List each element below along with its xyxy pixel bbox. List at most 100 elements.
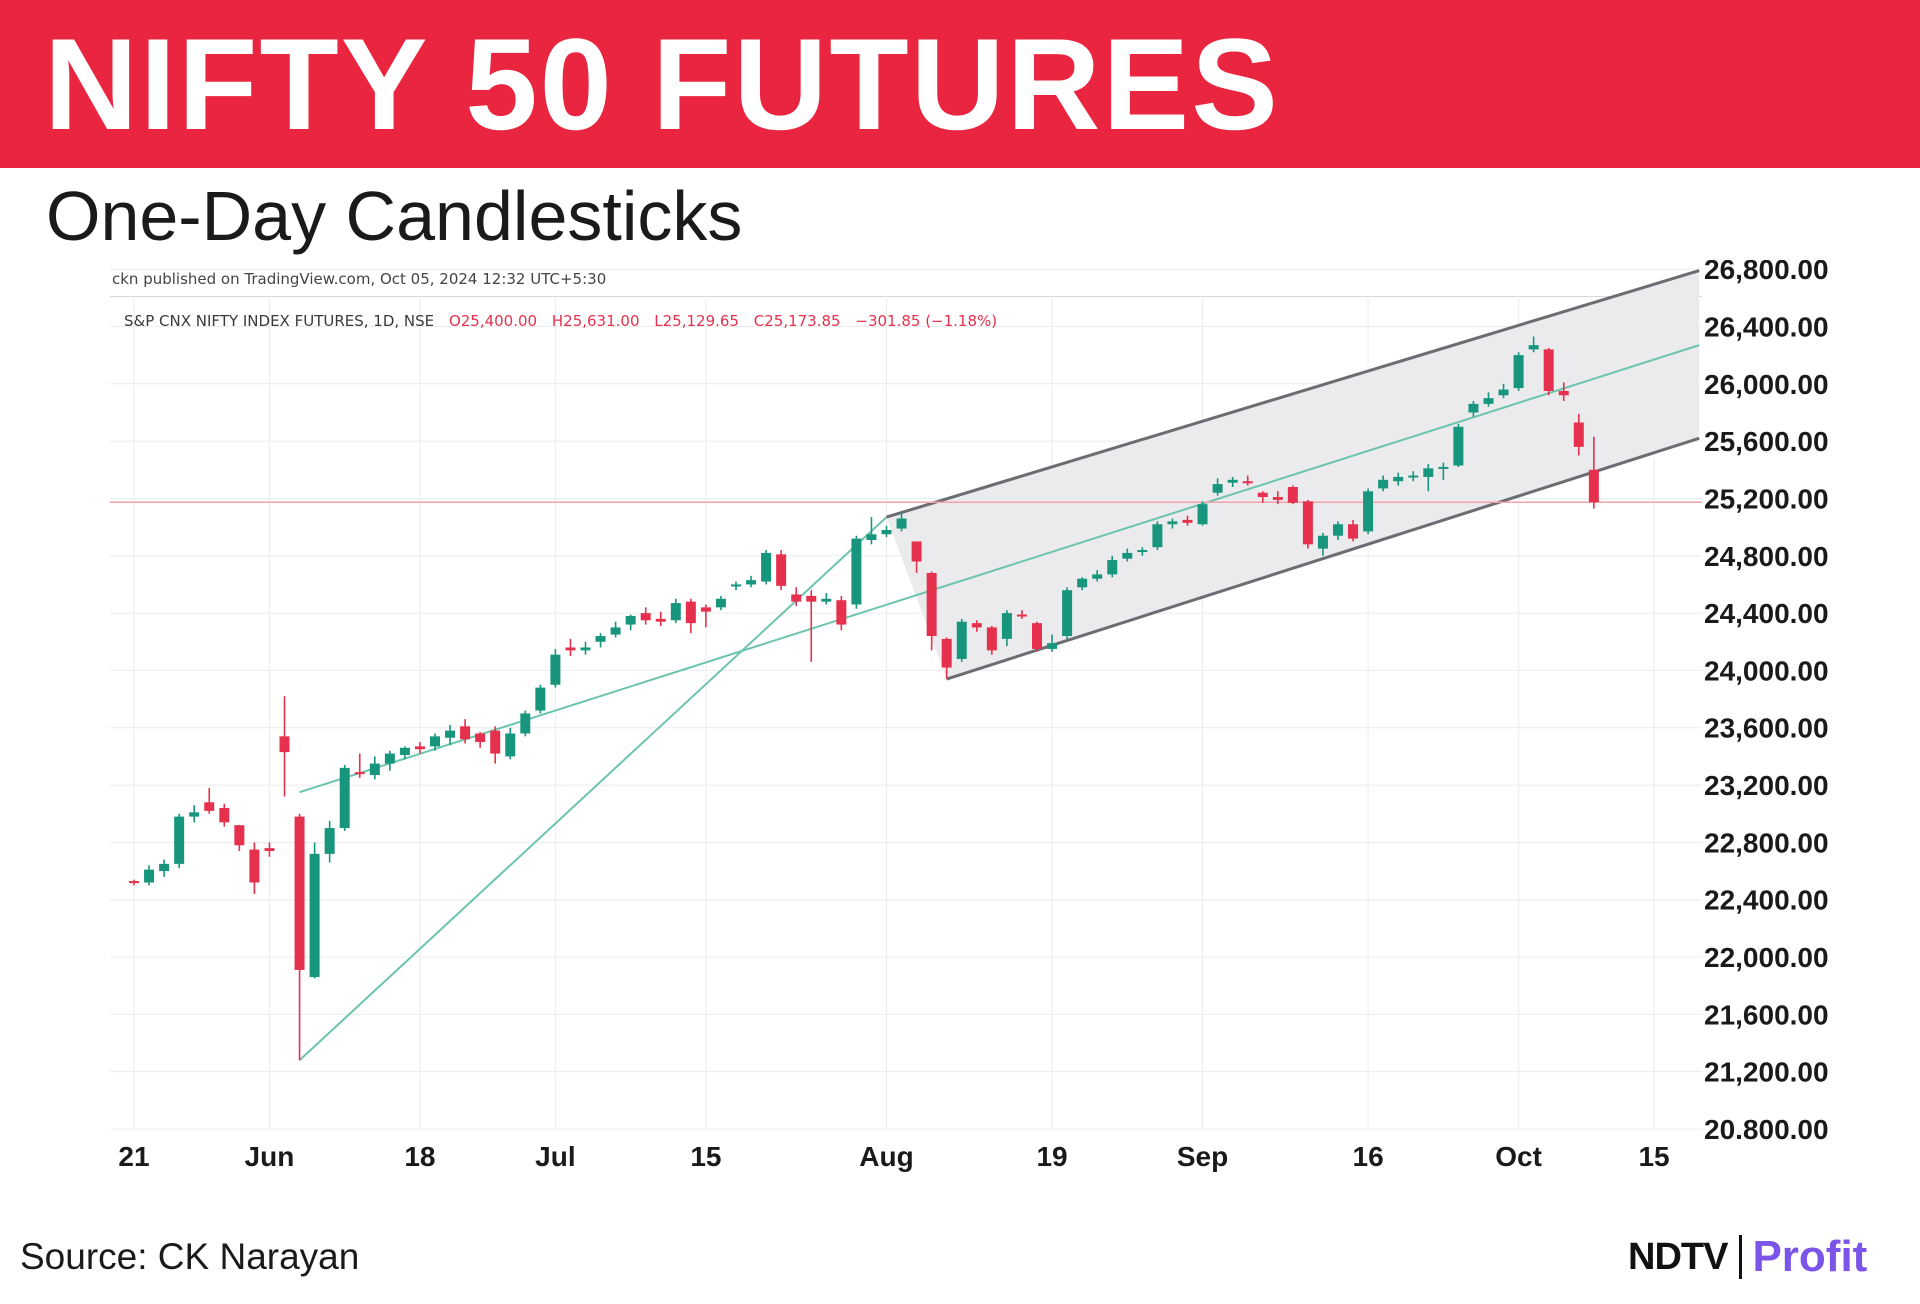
- x-tick-label: 15: [1638, 1141, 1669, 1172]
- candle: [384, 750, 395, 771]
- candle: [971, 620, 982, 632]
- y-tick-label: 23,600.00: [1704, 713, 1829, 744]
- y-tick-label: 26,000.00: [1704, 369, 1829, 400]
- candle: [1257, 491, 1268, 503]
- chart-title: NIFTY 50 FUTURES: [44, 11, 1280, 157]
- candle: [535, 684, 546, 714]
- candle-body: [550, 654, 561, 685]
- candle-body: [986, 627, 997, 651]
- trend-lines: [298, 269, 1700, 1061]
- candle-body: [1453, 426, 1464, 466]
- candle: [866, 517, 877, 545]
- candle-body: [1498, 389, 1509, 396]
- candle: [1287, 485, 1298, 505]
- candle-body: [324, 828, 335, 854]
- candle: [986, 625, 997, 655]
- candle: [956, 618, 967, 662]
- candle: [1092, 570, 1103, 582]
- candle-body: [189, 812, 200, 817]
- candle-body: [129, 881, 139, 884]
- y-tick-label: 21,200.00: [1704, 1057, 1829, 1088]
- candle: [520, 710, 531, 737]
- candle: [1423, 464, 1434, 492]
- candle: [279, 696, 290, 797]
- candle: [836, 595, 847, 631]
- candle-body: [1062, 590, 1073, 637]
- x-tick-label: 18: [404, 1141, 435, 1172]
- y-axis-ticks: 26,800.00 26,400.00 26,000.00 25,600.00 25,2…: [1704, 260, 1829, 1145]
- candle-body: [881, 529, 892, 535]
- x-tick-label: Jun: [245, 1141, 295, 1172]
- ohlc-change: −301.85 (−1.18%): [855, 312, 997, 330]
- candle: [490, 726, 501, 764]
- candle: [941, 637, 952, 680]
- candle-body: [535, 687, 546, 711]
- candle-body: [1272, 497, 1283, 500]
- candle-body: [1152, 524, 1163, 548]
- trendline-channel-upper: [886, 269, 1700, 519]
- candle-body: [670, 603, 681, 621]
- y-tick-label: 26,400.00: [1704, 311, 1829, 342]
- candle-body: [430, 736, 440, 747]
- candle-body: [836, 600, 847, 625]
- candle: [821, 593, 832, 605]
- candle-body: [866, 534, 877, 541]
- candle-body: [1257, 492, 1268, 498]
- candle-body: [911, 541, 922, 562]
- candle-body: [399, 747, 410, 755]
- gridlines: [110, 268, 1702, 1130]
- candle-body: [1513, 355, 1524, 389]
- candle-body: [956, 621, 967, 659]
- candle: [640, 607, 651, 625]
- candle: [1107, 555, 1118, 578]
- candle: [1363, 488, 1374, 535]
- candle-body: [761, 552, 772, 582]
- candle: [1317, 532, 1328, 556]
- candle: [129, 879, 139, 886]
- candle-body: [1077, 578, 1088, 588]
- candle-body: [1227, 479, 1238, 483]
- candle: [791, 587, 802, 606]
- candle: [1498, 383, 1509, 399]
- candles: [129, 336, 1599, 1061]
- candle-body: [791, 594, 802, 602]
- candle: [625, 614, 636, 631]
- candle-body: [1047, 643, 1058, 649]
- candle-body: [1558, 390, 1569, 396]
- candle: [1408, 471, 1419, 482]
- candle: [1047, 634, 1058, 652]
- candle-body: [1212, 484, 1223, 493]
- candle-body: [821, 598, 832, 602]
- candle: [430, 733, 440, 751]
- candle: [414, 742, 425, 754]
- candle-body: [249, 849, 260, 883]
- candle-body: [219, 807, 230, 823]
- y-tick-label: 22,800.00: [1704, 827, 1829, 858]
- candle-body: [204, 802, 215, 811]
- candle-body: [1363, 491, 1374, 532]
- candle-body: [1438, 466, 1449, 469]
- title-banner: NIFTY 50 FUTURES: [0, 0, 1920, 168]
- candle-body: [1122, 552, 1133, 559]
- x-tick-label: 16: [1353, 1141, 1384, 1172]
- candle: [1152, 521, 1163, 551]
- candle: [1272, 491, 1283, 505]
- candle-body: [159, 863, 170, 872]
- candle: [911, 541, 922, 573]
- candle: [595, 633, 606, 648]
- candle-body: [294, 816, 305, 970]
- candle: [1302, 499, 1313, 549]
- x-tick-label: Oct: [1495, 1141, 1542, 1172]
- candle-body: [174, 816, 185, 864]
- candle-body: [1378, 479, 1389, 489]
- y-tick-label: 21,600.00: [1704, 999, 1829, 1030]
- y-tick-label: 23,200.00: [1704, 770, 1829, 801]
- candle: [715, 595, 726, 611]
- y-tick-label: 24,800.00: [1704, 541, 1829, 572]
- y-tick-label: 22,000.00: [1704, 942, 1829, 973]
- candle-body: [595, 636, 606, 642]
- candle-body: [941, 638, 952, 668]
- candle: [174, 813, 185, 869]
- candle: [475, 732, 486, 748]
- candle: [1197, 501, 1208, 526]
